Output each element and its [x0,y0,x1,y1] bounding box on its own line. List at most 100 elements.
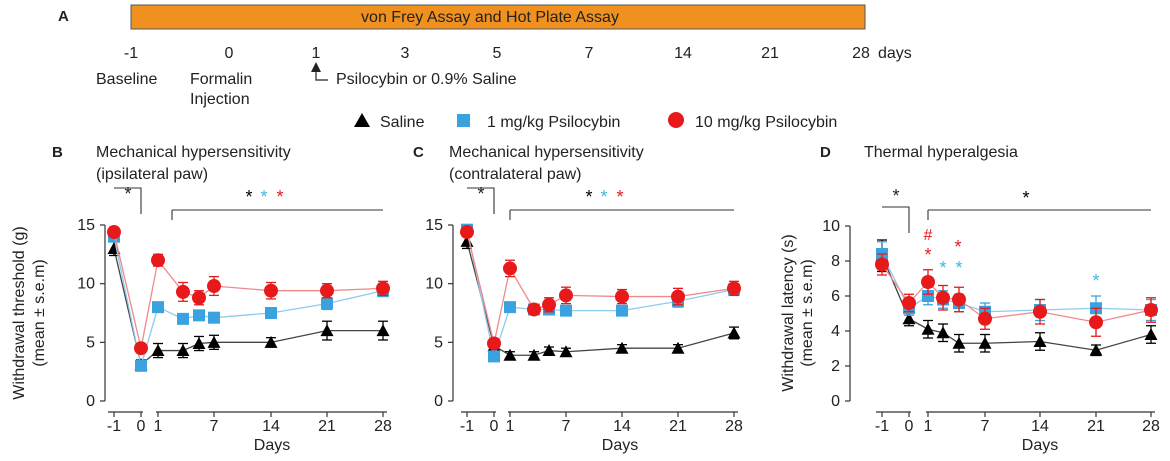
data-point-10mg [320,283,334,298]
legend: Saline 1 mg/kg Psilocybin 10 mg/kg Psilo… [354,112,837,131]
timeline-panel: A von Frey Assay and Hot Plate Assay -1 0… [58,4,912,108]
x-tick-label: 28 [1142,418,1160,435]
data-point-saline [192,337,206,350]
data-point-10mg [875,257,889,272]
data-point-10mg [952,292,966,307]
data-point-saline [671,341,685,354]
x-tick-label: 1 [924,418,933,435]
panel-b-xlabel: Days [254,437,290,454]
panel-b-subtitle: (ipsilateral paw) [96,166,208,183]
data-point-saline [921,322,935,335]
x-tick-label: -1 [460,418,474,435]
formalin-label-line2: Injection [190,91,250,108]
y-tick-label: 15 [425,217,443,234]
formalin-label-line1: Formalin [190,71,252,88]
timeline-unit: days [878,45,912,62]
timeline-ticks: -1 0 1 3 5 7 14 21 28 [124,45,870,62]
timeline-tick-label: 5 [493,45,502,62]
y-tick-label: 4 [831,323,840,340]
data-point-10mg [264,283,278,298]
x-tick-label: 21 [669,418,687,435]
x-tick-label: 21 [1087,418,1105,435]
data-point-1mg [265,307,277,319]
data-point-10mg [978,311,992,326]
significance-bracket [467,187,495,214]
data-point-10mg [1144,303,1158,317]
timeline-bar-label: von Frey Assay and Hot Plate Assay [361,9,619,26]
data-point-1mg [321,297,333,310]
treatment-arrow-stem [315,72,328,81]
significance-hash: # [924,227,933,244]
panel-letter-b: B [52,144,63,161]
data-point-saline [503,348,517,361]
y-tick-label: 0 [831,393,840,410]
panel-letter-c: C [413,144,424,161]
panel-c-xlabel: Days [602,437,638,454]
data-point-10mg [134,341,148,356]
panel-c-subtitle: (contralateral paw) [449,166,582,183]
data-point-10mg [921,275,935,289]
data-point-saline [376,324,390,337]
x-tick-label: 7 [981,418,990,435]
timeline-tick-label: 0 [225,45,234,62]
data-point-1mg [193,309,205,322]
panel-letter-d: D [820,144,831,161]
series-line [881,255,1152,351]
significance-bracket [882,206,910,233]
data-point-10mg [151,253,165,268]
legend-high-dose-label: 10 mg/kg Psilocybin [695,114,837,131]
x-tick-label: 28 [374,418,392,435]
y-tick-label: 10 [425,276,443,293]
legend-high-dose-marker [668,112,684,128]
x-tick-label: -1 [875,418,889,435]
panel-d: D Thermal hyperalgesia Withdrawal latenc… [780,144,1160,454]
legend-saline-marker [354,113,370,127]
data-point-saline [727,326,741,339]
y-tick-label: 15 [77,217,95,234]
data-point-10mg [727,281,741,296]
data-point-saline [207,335,221,348]
panel-c: C Mechanical hypersensitivity (contralat… [413,144,743,454]
y-tick-label: 0 [86,393,95,410]
significance-star: * [276,187,283,207]
data-point-10mg [376,281,390,296]
x-tick-label: 14 [1031,418,1049,435]
significance-star: * [1022,188,1029,208]
significance-star: * [954,237,961,257]
data-point-saline [902,312,916,325]
significance-star: * [939,258,946,278]
timeline-tick-label: 28 [852,45,870,62]
x-tick-label: 0 [905,418,914,435]
significance-star: * [585,187,592,207]
panel-b-title: Mechanical hypersensitivity [96,144,291,161]
significance-bracket [114,187,142,214]
data-point-10mg [1089,315,1103,330]
x-tick-label: -1 [107,418,121,435]
y-tick-label: 5 [86,334,95,351]
x-tick-label: 7 [562,418,571,435]
data-point-10mg [176,284,190,299]
data-point-10mg [207,279,221,294]
significance-star: * [1092,271,1099,291]
timeline-tick-label: 3 [401,45,410,62]
x-tick-label: 0 [490,418,499,435]
x-tick-label: 0 [137,418,146,435]
data-point-1mg [560,304,572,317]
x-tick-label: 28 [725,418,743,435]
significance-star: * [600,187,607,207]
x-tick-label: 1 [154,418,163,435]
data-point-10mg [503,261,517,276]
data-point-10mg [671,289,685,304]
data-point-1mg [616,304,628,317]
timeline-tick-label: -1 [124,45,138,62]
significance-star: * [477,184,484,204]
data-point-10mg [460,225,474,240]
data-point-saline [151,344,165,357]
data-point-saline [176,344,190,357]
data-point-10mg [936,290,950,305]
panel-b-ylabel-stat: (mean ± s.e.m) [31,259,48,366]
data-point-10mg [615,289,629,304]
data-point-10mg [107,225,121,240]
